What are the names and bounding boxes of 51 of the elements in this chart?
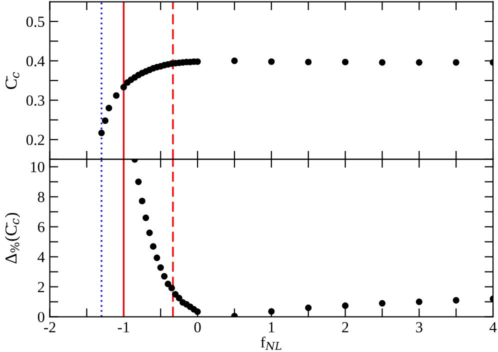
point xyxy=(416,298,422,306)
x-tick-label: 0 xyxy=(194,322,201,332)
x-tick-label: 3 xyxy=(416,322,422,332)
y-tick-label: 0.2 xyxy=(26,134,44,146)
point xyxy=(157,264,164,271)
point xyxy=(146,229,153,236)
point xyxy=(161,273,168,280)
point xyxy=(452,59,460,66)
point xyxy=(135,178,142,186)
point xyxy=(194,308,201,315)
point xyxy=(268,58,275,65)
x-tick-label: -2 xyxy=(44,322,56,332)
point xyxy=(172,291,179,298)
point xyxy=(138,198,146,204)
point xyxy=(102,117,108,124)
point xyxy=(342,58,349,66)
point xyxy=(120,84,127,91)
point xyxy=(268,308,275,315)
point xyxy=(416,59,422,66)
point xyxy=(305,58,312,66)
y-tick-label: 8 xyxy=(38,192,44,202)
x-tick-label: 1 xyxy=(268,322,274,332)
y-tick-label: 10 xyxy=(31,162,44,172)
point xyxy=(150,243,157,250)
point xyxy=(342,302,349,309)
y-tick-label: 0.5 xyxy=(26,16,44,27)
point xyxy=(452,297,460,304)
y-tick-label: 0 xyxy=(38,312,44,322)
y-axis-title: C̄$_{c}$ xyxy=(6,72,20,89)
x-tick-label: 4 xyxy=(490,322,497,332)
y-axis-title: Δ$_{%}$(C̄$_{c}$) xyxy=(4,212,20,264)
point xyxy=(378,300,386,307)
y-tick-label: 2 xyxy=(38,282,44,292)
x-axis-title: f$_{NL}$ xyxy=(260,336,282,350)
point xyxy=(112,92,120,99)
x-tick-label: 2 xyxy=(342,322,348,332)
point xyxy=(305,304,312,312)
point xyxy=(168,284,175,292)
point xyxy=(378,59,386,66)
x-tick-label: -1 xyxy=(118,322,130,332)
point xyxy=(142,214,150,222)
point xyxy=(164,280,172,288)
point xyxy=(154,254,160,262)
point xyxy=(106,104,112,112)
y-tick-label: 0.4 xyxy=(26,56,45,66)
y-tick-label: 6 xyxy=(38,222,44,232)
point xyxy=(176,294,182,302)
point xyxy=(98,130,105,136)
y-tick-label: 0.3 xyxy=(26,95,44,106)
point xyxy=(231,58,238,64)
y-tick-label: 4 xyxy=(38,252,45,262)
